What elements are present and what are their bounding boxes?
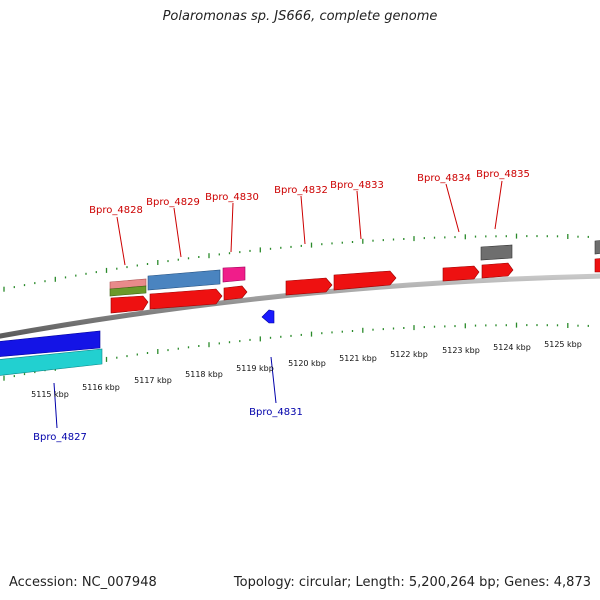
map-title: Polaromonas sp. JS666, complete genome bbox=[162, 9, 438, 24]
leader-bpro-4827 bbox=[53, 382, 58, 429]
accession-text: Accession: NC_007948 bbox=[9, 575, 157, 590]
scale-label: 5115 kbp bbox=[31, 390, 69, 399]
gene-bpro-4834-cds[interactable] bbox=[442, 265, 480, 282]
gene-label-bpro-4828[interactable]: Bpro_4828 bbox=[89, 205, 143, 216]
scale-label: 5122 kbp bbox=[390, 350, 428, 359]
gene-feature-magenta[interactable] bbox=[222, 266, 246, 283]
leader-bpro-4832 bbox=[300, 195, 306, 245]
genome-backbone bbox=[0, 273, 600, 339]
leader-bpro-4833 bbox=[356, 190, 362, 240]
gene-label-bpro-4833[interactable]: Bpro_4833 bbox=[330, 180, 384, 191]
scale-label: 5118 kbp bbox=[185, 370, 223, 379]
gene-label-bpro-4835[interactable]: Bpro_4835 bbox=[476, 169, 530, 180]
gene-bpro-4829-cds[interactable] bbox=[149, 288, 223, 310]
leader-bpro-4830 bbox=[230, 202, 234, 253]
scale-label: 5121 kbp bbox=[339, 354, 377, 363]
scale-label: 5124 kbp bbox=[493, 343, 531, 352]
gene-bpro-4828-cds[interactable] bbox=[110, 295, 149, 314]
leader-bpro-4831 bbox=[270, 356, 277, 404]
scale-label: 5123 kbp bbox=[442, 346, 480, 355]
gene-label-bpro-4831[interactable]: Bpro_4831 bbox=[249, 407, 303, 418]
gene-label-bpro-4830[interactable]: Bpro_4830 bbox=[205, 192, 259, 203]
gene-label-bpro-4829[interactable]: Bpro_4829 bbox=[146, 197, 200, 208]
leader-bpro-4834 bbox=[445, 183, 460, 233]
gene-bpro-4831-feature[interactable] bbox=[261, 309, 275, 324]
gene-bpro-4835-cds[interactable] bbox=[481, 262, 514, 279]
gene-label-bpro-4832[interactable]: Bpro_4832 bbox=[274, 185, 328, 196]
outer-tick-row bbox=[3, 233, 589, 292]
scale-label: 5120 kbp bbox=[288, 359, 326, 368]
gene-label-bpro-4834[interactable]: Bpro_4834 bbox=[417, 173, 471, 184]
gene-bpro-4833-cds[interactable] bbox=[333, 270, 397, 291]
scale-label: 5125 kbp bbox=[544, 340, 582, 349]
gene-feature-olive[interactable] bbox=[109, 285, 147, 297]
gene-label-bpro-4827[interactable]: Bpro_4827 bbox=[33, 432, 87, 443]
scale-label: 5116 kbp bbox=[82, 383, 120, 392]
leader-bpro-4835 bbox=[494, 180, 503, 230]
scale-label: 5119 kbp bbox=[236, 364, 274, 373]
gene-bpro-4830-cds[interactable] bbox=[223, 285, 248, 301]
gene-feature-blue[interactable] bbox=[0, 330, 101, 357]
gene-feature-cyan[interactable] bbox=[0, 348, 103, 376]
gene-feature-gray[interactable] bbox=[480, 244, 513, 261]
leader-bpro-4829 bbox=[173, 207, 182, 258]
genome-summary-text: Topology: circular; Length: 5,200,264 bp… bbox=[233, 575, 591, 590]
scale-label: 5117 kbp bbox=[134, 376, 172, 385]
gene-feature-edge-red[interactable] bbox=[594, 258, 600, 273]
leader-bpro-4828 bbox=[116, 216, 126, 266]
gene-feature-edge-gray[interactable] bbox=[594, 240, 600, 255]
gene-bpro-4832-cds[interactable] bbox=[285, 277, 333, 296]
gene-feature-steelblue[interactable] bbox=[147, 269, 221, 291]
